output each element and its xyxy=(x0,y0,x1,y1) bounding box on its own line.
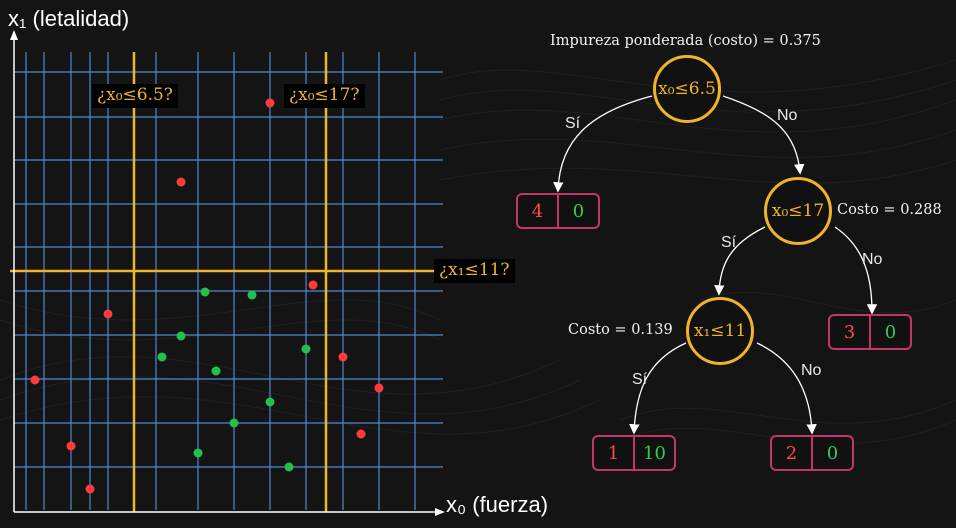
point-green xyxy=(176,331,186,341)
leaf-node-3: 1 10 xyxy=(592,435,676,471)
branch-label-node2-yes: Sí xyxy=(721,234,737,251)
tree-node-root-label: x₀≤6.5 xyxy=(658,79,716,99)
leaf-node-1: 4 0 xyxy=(516,193,600,229)
point-green xyxy=(211,366,221,376)
leaf-red-count: 3 xyxy=(830,316,871,348)
edge-node2-no xyxy=(834,226,878,315)
point-green xyxy=(284,462,294,472)
root-cost-text: Impureza ponderada (costo) = 0.375 xyxy=(550,33,821,49)
point-green xyxy=(247,290,257,300)
point-green xyxy=(265,397,275,407)
point-red xyxy=(308,280,318,290)
edge-node3-no xyxy=(756,342,817,435)
x-axis-title: x₀ (fuerza) xyxy=(446,492,549,517)
leaf-red-count: 1 xyxy=(594,437,635,469)
split-label-x1-11: ¿x₁≤11? xyxy=(434,259,515,283)
edge-root-yes xyxy=(553,95,653,193)
tree-node-x1-11-label: x₁≤11 xyxy=(693,321,747,341)
y-axis-arrow-icon xyxy=(10,30,18,40)
node3-cost-text: Costo = 0.139 xyxy=(568,322,673,338)
data-points xyxy=(30,98,384,494)
edge-node2-yes xyxy=(714,226,766,296)
node2-cost-text: Costo = 0.288 xyxy=(837,202,942,218)
leaf-red-count: 4 xyxy=(518,195,559,227)
leaf-node-2: 3 0 xyxy=(828,314,912,350)
tree-node-x1-11: x₁≤11 xyxy=(686,297,754,365)
branch-label-node3-no: No xyxy=(801,362,822,379)
grid-lines xyxy=(14,52,443,510)
leaf-green-count: 0 xyxy=(572,200,585,222)
point-green xyxy=(157,352,167,362)
tree-node-x0-17: x₀≤17 xyxy=(764,177,832,245)
point-green xyxy=(301,344,311,354)
point-green xyxy=(193,448,203,458)
point-green xyxy=(200,287,210,297)
y-axis-title: x₁ (letalidad) xyxy=(8,6,130,31)
leaf-node-4: 2 0 xyxy=(770,435,854,471)
point-red xyxy=(338,352,348,362)
edge-node3-yes xyxy=(629,342,687,435)
branch-label-node3-yes: Sí xyxy=(632,371,648,388)
point-red xyxy=(103,309,113,319)
split-label-x0-17: ¿x₀≤17? xyxy=(284,84,365,108)
x-axis-arrow-icon xyxy=(435,508,445,516)
tree-node-root: x₀≤6.5 xyxy=(653,55,721,123)
point-red xyxy=(30,375,40,385)
point-red xyxy=(356,429,366,439)
leaf-red-count: 2 xyxy=(772,437,813,469)
tree-node-x0-17-label: x₀≤17 xyxy=(771,201,825,221)
axes xyxy=(10,30,445,516)
split-lines xyxy=(10,52,436,512)
leaf-green-count: 10 xyxy=(643,442,666,464)
leaf-green-count: 0 xyxy=(884,321,897,343)
branch-label-root-yes: Sí xyxy=(565,115,581,132)
branch-label-root-no: No xyxy=(777,107,798,124)
leaf-green-count: 0 xyxy=(826,442,839,464)
point-green xyxy=(229,418,239,428)
split-label-x0-6-5: ¿x₀≤6.5? xyxy=(92,84,178,108)
edge-root-no xyxy=(722,95,805,175)
branch-label-node2-no: No xyxy=(862,251,883,268)
point-red xyxy=(265,98,275,108)
point-red xyxy=(374,383,384,393)
point-red xyxy=(85,484,95,494)
point-red xyxy=(66,441,76,451)
point-red xyxy=(176,177,186,187)
